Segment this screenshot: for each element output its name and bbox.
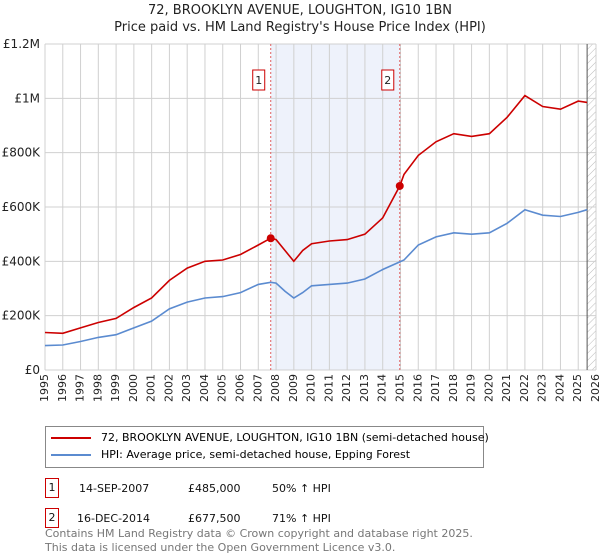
x-tick-label: 2005: [216, 374, 229, 402]
x-tick-label: 1995: [38, 374, 51, 402]
transaction-date: 16-DEC-2014: [77, 512, 151, 525]
x-tick-label: 2015: [393, 374, 406, 402]
transaction-delta: 71% ↑ HPI: [272, 512, 331, 525]
sale-point: [395, 181, 404, 190]
legend-label-hpi: HPI: Average price, semi-detached house,…: [101, 448, 411, 461]
y-tick-label: £1M: [14, 91, 40, 105]
x-tick-label: 2024: [553, 374, 566, 402]
x-tick-label: 2026: [589, 374, 600, 402]
plot-area: 1995 1996 1997 1998 1999 2000 2001 2002 2003 2004…: [2, 37, 600, 402]
x-tick-label: 2012: [340, 374, 353, 402]
x-tick-label: 2023: [536, 374, 549, 402]
sale-marker-box: [252, 69, 266, 91]
hpi-line: [44, 208, 588, 347]
x-tick-label: 2013: [358, 374, 371, 402]
x-tick-label: 2010: [305, 374, 318, 402]
x-tick-label: 1999: [109, 374, 122, 402]
sale-marker-label: 1: [255, 74, 262, 87]
legend-swatch-property: [51, 436, 91, 439]
x-tick-label: 2014: [376, 374, 389, 402]
property-price-line: [44, 94, 588, 335]
x-tick-label: 2007: [251, 374, 264, 402]
x-tick-label: 2021: [500, 374, 513, 402]
sale-marker-box: [381, 69, 395, 91]
transaction-marker: 2: [45, 508, 59, 528]
x-tick-label: 1998: [91, 374, 104, 402]
x-tick-label: 2008: [269, 374, 282, 402]
footer: Contains HM Land Registry data © Crown c…: [45, 527, 473, 555]
x-tick-label: 2020: [482, 374, 495, 402]
x-tick-label: 2022: [518, 374, 531, 402]
sale-marker-label: 2: [384, 74, 391, 87]
y-tick-label: £600K: [2, 200, 42, 214]
x-tick-label: 2001: [145, 374, 158, 402]
x-tick-label: 1996: [56, 374, 69, 402]
x-tick-label: 2017: [429, 374, 442, 402]
x-tick-label: 2025: [571, 374, 584, 402]
y-tick-label: £0: [25, 363, 40, 377]
x-tick-label: 2019: [465, 374, 478, 402]
sale-point: [266, 234, 275, 243]
transaction-delta: 50% ↑ HPI: [272, 482, 331, 495]
footer-line-2: This data is licensed under the Open Gov…: [45, 541, 396, 554]
transaction-marker: 1: [45, 478, 59, 498]
x-tick-label: 2002: [162, 374, 175, 402]
chart-subtitle: Price paid vs. HM Land Registry's House …: [114, 20, 486, 35]
legend: 72, BROOKLYN AVENUE, LOUGHTON, IG10 1BN …: [45, 426, 489, 468]
x-tick-label: 2000: [127, 374, 140, 402]
chart-title: 72, BROOKLYN AVENUE, LOUGHTON, IG10 1BN: [148, 3, 452, 18]
legend-label-property: 72, BROOKLYN AVENUE, LOUGHTON, IG10 1BN …: [101, 431, 489, 444]
x-tick-label: 2018: [447, 374, 460, 402]
x-tick-label: 1997: [74, 374, 87, 402]
y-tick-label: £200K: [2, 309, 42, 323]
x-tick-label: 2003: [180, 374, 193, 402]
legend-swatch-hpi: [51, 453, 91, 456]
y-tick-label: £400K: [2, 254, 42, 268]
y-tick-label: £1.2M: [3, 37, 40, 51]
y-tick-label: £800K: [2, 146, 42, 160]
x-tick-label: 2016: [411, 374, 424, 402]
x-tick-label: 2009: [287, 374, 300, 402]
transaction-price: £677,500: [188, 512, 241, 525]
x-tick-label: 2006: [234, 374, 247, 402]
footer-line-1: Contains HM Land Registry data © Crown c…: [45, 527, 473, 540]
transaction-price: £485,000: [188, 482, 241, 495]
x-tick-label: 2004: [198, 374, 211, 402]
transaction-date: 14-SEP-2007: [79, 482, 150, 495]
x-tick-label: 2011: [322, 374, 335, 402]
